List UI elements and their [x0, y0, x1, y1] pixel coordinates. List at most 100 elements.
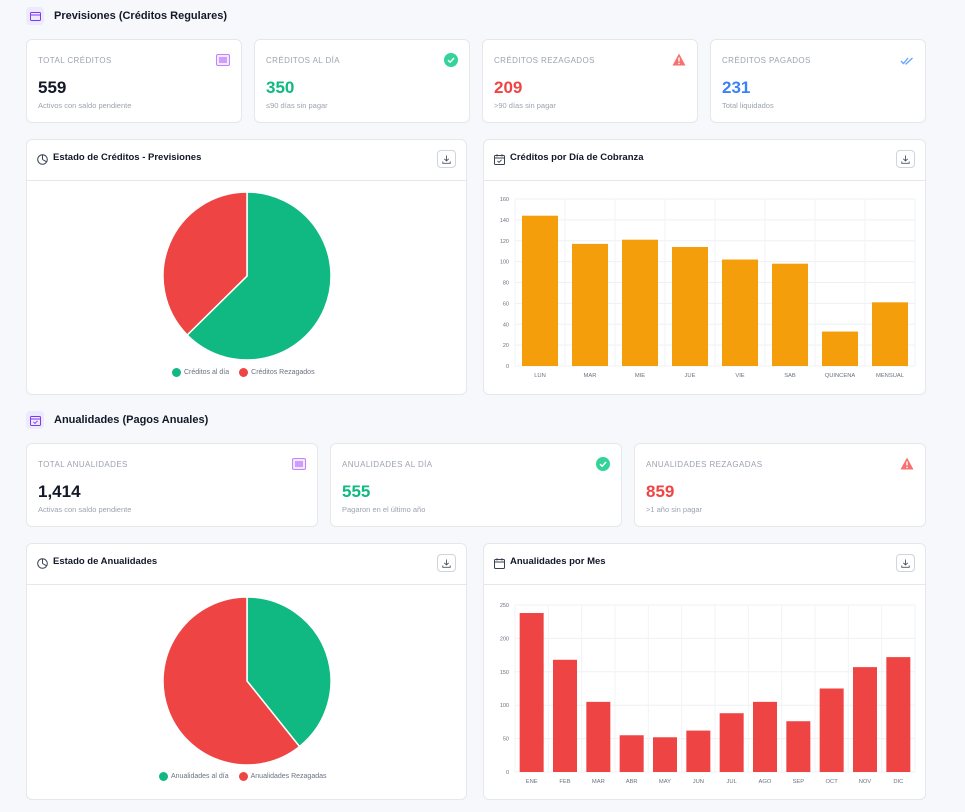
pie-legend: Anualidades al día Anualidades Rezagadas	[159, 772, 327, 781]
calendar-check-icon	[26, 411, 44, 429]
pie-slice-cr-ditos-rezagados[interactable]	[162, 191, 248, 337]
bar-dic[interactable]	[886, 657, 911, 772]
download-button[interactable]	[896, 554, 915, 572]
legend-dot	[172, 368, 181, 377]
pie-card-anualidades: Estado de Anualidades Anualidades al día…	[26, 543, 467, 800]
stat-value: 209	[494, 78, 523, 97]
legend-item[interactable]: Créditos Rezagados	[239, 368, 315, 377]
warning-icon	[900, 457, 914, 471]
bar-card-dia-cobranza: Créditos por Día de Cobranza 0 20 40 60 80 10…	[483, 139, 926, 395]
download-icon	[901, 559, 910, 568]
x-tick-label: JUL	[727, 779, 738, 785]
legend-dot	[238, 772, 248, 781]
y-tick-label: 160	[500, 197, 509, 203]
y-tick-label: 100	[500, 703, 509, 709]
bar-may[interactable]	[653, 737, 677, 772]
bar-jun[interactable]	[686, 730, 711, 772]
stat-card-anualidades-al-dia: ANUALIDADES AL DÍA 555 Pagaron en el últ…	[330, 443, 622, 527]
check-circle-icon	[596, 457, 610, 471]
chart-header: Créditos por Día de Cobranza	[484, 140, 925, 181]
legend-dot	[159, 772, 168, 781]
x-tick-label: AGO	[759, 779, 772, 785]
download-button[interactable]	[896, 150, 915, 168]
download-button[interactable]	[437, 150, 456, 168]
legend-dot	[239, 368, 249, 377]
x-tick-label: VIE	[735, 373, 744, 379]
pie-chart-anualidades	[162, 596, 332, 766]
stat-value: 859	[646, 482, 675, 501]
bar-mar[interactable]	[572, 243, 608, 366]
previsiones-title: Previsiones (Créditos Regulares)	[54, 10, 228, 22]
download-icon	[442, 559, 451, 568]
bar-sep[interactable]	[786, 721, 811, 772]
stat-label: TOTAL ANUALIDADES	[38, 460, 128, 469]
y-tick-label: 20	[503, 343, 509, 349]
bar-mie[interactable]	[622, 239, 658, 366]
legend-item[interactable]: Créditos al día	[172, 368, 229, 377]
download-icon	[442, 155, 451, 164]
chart-title: Estado de Anualidades	[53, 556, 158, 567]
calendar-icon	[494, 152, 505, 165]
bar-mensual[interactable]	[872, 302, 908, 366]
warning-icon	[672, 53, 686, 67]
previsiones-header: Previsiones (Créditos Regulares)	[26, 7, 227, 25]
list-icon	[216, 53, 230, 67]
legend-label: Créditos Rezagados	[251, 369, 315, 376]
stat-label: TOTAL CRÉDITOS	[38, 56, 112, 65]
y-tick-label: 80	[503, 281, 509, 287]
stat-value: 559	[38, 78, 67, 97]
stat-sub: >1 año sin pagar	[646, 505, 703, 514]
check-circle-icon	[444, 53, 458, 67]
bar-quincena[interactable]	[822, 331, 858, 366]
x-tick-label: MAR	[592, 779, 605, 785]
credit-card-icon	[26, 7, 44, 25]
download-button[interactable]	[437, 554, 456, 572]
stat-sub: Pagaron en el último año	[342, 505, 426, 514]
y-tick-label: 40	[503, 322, 509, 328]
anualidades-title: Anualidades (Pagos Anuales)	[54, 414, 209, 426]
bar-ene[interactable]	[519, 613, 544, 772]
pie-slice-cr-ditos-al-d-a[interactable]	[186, 191, 332, 361]
x-tick-label: LUN	[534, 373, 546, 379]
bar-ago[interactable]	[753, 701, 777, 772]
x-tick-label: SAB	[784, 373, 796, 379]
bar-lun[interactable]	[522, 215, 558, 366]
bar-nov[interactable]	[853, 667, 877, 772]
x-tick-label: MENSUAL	[876, 373, 905, 379]
y-tick-label: 140	[500, 218, 509, 224]
legend-item[interactable]: Anualidades al día	[159, 772, 229, 781]
stat-label: ANUALIDADES AL DÍA	[342, 460, 433, 469]
bar-jul[interactable]	[719, 713, 744, 772]
bar-card-anualidades-mes: Anualidades por Mes 0 50 100 150 200 250 ENE FE…	[483, 543, 926, 800]
stat-card-creditos-al-dia: CRÉDITOS AL DÍA 350 ≤90 días sin pagar	[254, 39, 470, 123]
stat-label: CRÉDITOS REZAGADOS	[494, 56, 595, 65]
pie-legend: Créditos al día Créditos Rezagados	[172, 368, 315, 377]
legend-item[interactable]: Anualidades Rezagadas	[238, 772, 327, 781]
bar-vie[interactable]	[722, 259, 758, 366]
bar-mar[interactable]	[586, 701, 611, 772]
bar-feb[interactable]	[553, 659, 577, 772]
chart-header: Estado de Créditos - Previsiones	[27, 140, 466, 181]
y-tick-label: 100	[500, 260, 509, 266]
pie-slice-anualidades-al-d-a[interactable]	[246, 596, 332, 748]
bar-jue[interactable]	[672, 247, 708, 366]
y-tick-label: 0	[506, 364, 509, 370]
stat-card-creditos-pagados: CRÉDITOS PAGADOS 231 Total liquidados	[710, 39, 926, 123]
x-tick-label: JUE	[685, 373, 696, 379]
stat-sub: Total liquidados	[722, 101, 774, 110]
bar-chart-dia-cobranza: 0 20 40 60 80 100 120 140 160 LUN MAR MIE JUE VIE SAB Q…	[500, 197, 916, 379]
chart-header: Anualidades por Mes	[484, 544, 925, 585]
stat-card-creditos-rezagados: CRÉDITOS REZAGADOS 209 >90 días sin paga…	[482, 39, 698, 123]
pie-chart-icon	[37, 556, 48, 569]
stat-card-anualidades-rezagadas: ANUALIDADES REZAGADAS 859 >1 año sin pag…	[634, 443, 926, 527]
legend-label: Anualidades Rezagadas	[250, 773, 327, 780]
bar-abr[interactable]	[619, 735, 644, 772]
stat-label: CRÉDITOS PAGADOS	[722, 56, 811, 65]
y-tick-label: 0	[506, 770, 509, 776]
pie-slice-anualidades-rezagadas[interactable]	[162, 596, 301, 766]
bar-oct[interactable]	[819, 688, 844, 773]
bar-sab[interactable]	[772, 263, 808, 366]
stat-sub: Activas con saldo pendiente	[38, 505, 132, 514]
stat-sub: >90 días sin pagar	[494, 101, 556, 110]
x-tick-label: SEP	[793, 779, 805, 785]
